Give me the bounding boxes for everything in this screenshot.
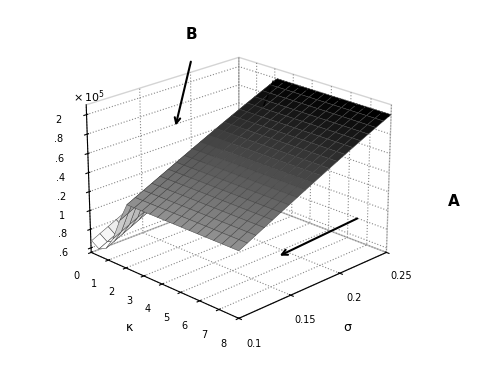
Text: B: B bbox=[185, 27, 198, 42]
X-axis label: σ: σ bbox=[344, 321, 352, 334]
Y-axis label: κ: κ bbox=[127, 321, 134, 334]
Text: A: A bbox=[448, 194, 460, 209]
Text: $\times\,10^5$: $\times\,10^5$ bbox=[73, 88, 104, 105]
